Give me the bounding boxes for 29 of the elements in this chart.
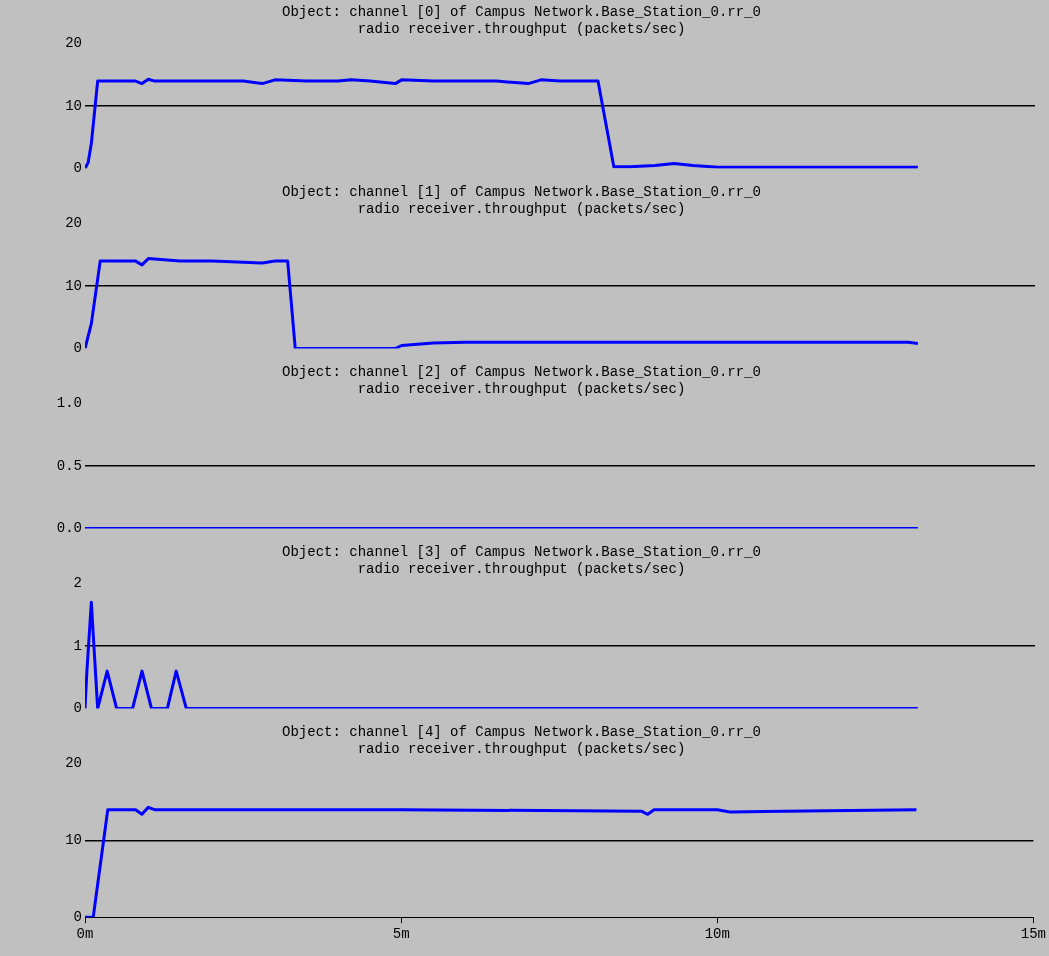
y-tick-label: 0: [73, 908, 82, 925]
y-tick-label: 0.0: [56, 520, 82, 537]
y-tick-label: 10: [65, 277, 82, 294]
x-tick-label: 10m: [704, 926, 730, 943]
x-tick-label: 5m: [392, 926, 410, 943]
y-tick-label: 0: [73, 160, 82, 177]
chart-title: Object: channel [3] of Campus Network.Base_Station_0.rr_0: [282, 544, 761, 561]
y-tick-label: 10: [65, 832, 82, 849]
y-tick-label: 10: [65, 97, 82, 114]
chart-subtitle: radio receiver.throughput (packets/sec): [357, 740, 686, 757]
y-tick-label: 1.0: [56, 395, 82, 412]
chart-subtitle: radio receiver.throughput (packets/sec): [357, 20, 686, 37]
chart-subtitle: radio receiver.throughput (packets/sec): [357, 200, 686, 217]
y-tick-label: 20: [65, 755, 82, 772]
chart-subtitle: radio receiver.throughput (packets/sec): [357, 560, 686, 577]
y-tick-label: 0.5: [56, 457, 82, 474]
y-tick-label: 2: [73, 575, 82, 592]
x-tick-label: 15m: [1020, 926, 1047, 943]
y-tick-label: 1: [73, 637, 82, 654]
chart-subtitle: radio receiver.throughput (packets/sec): [357, 380, 686, 397]
y-tick-label: 20: [65, 35, 82, 52]
chart-title: Object: channel [0] of Campus Network.Base_Station_0.rr_0: [282, 4, 761, 21]
y-tick-label: 20: [65, 215, 82, 232]
y-tick-label: 0: [73, 340, 82, 357]
chart-title: Object: channel [4] of Campus Network.Base_Station_0.rr_0: [282, 724, 761, 741]
chart-title: Object: channel [1] of Campus Network.Base_Station_0.rr_0: [282, 184, 761, 201]
chart-title: Object: channel [2] of Campus Network.Base_Station_0.rr_0: [282, 364, 761, 381]
x-tick-label: 0m: [76, 926, 94, 943]
y-tick-label: 0: [73, 700, 82, 717]
